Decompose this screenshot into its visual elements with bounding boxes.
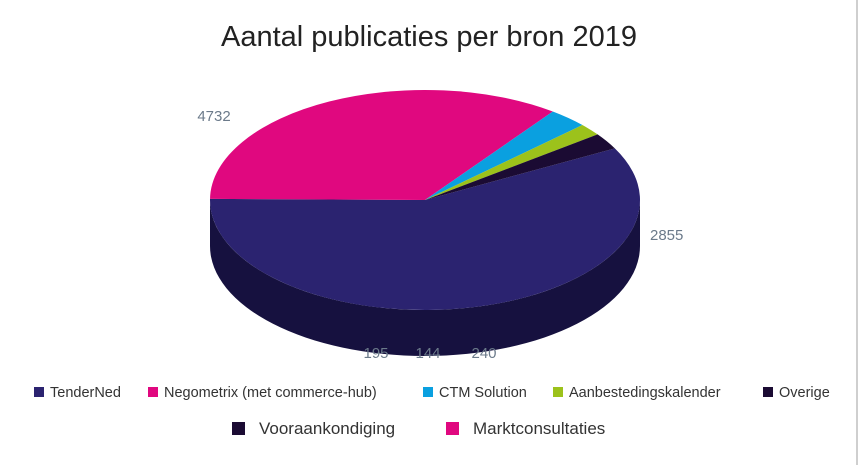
legend-label: TenderNed [50, 385, 121, 401]
legend: TenderNed Negometrix (met commerce-hub) CT… [34, 385, 830, 401]
legend-label: CTM Solution [439, 385, 527, 401]
pie-chart: Aantal publicaties per bron 2019 4732 285… [34, 21, 830, 401]
chart-title: Aantal publicaties per bron 2019 [221, 21, 637, 53]
legend-swatch [232, 422, 245, 435]
legend-swatch [34, 387, 44, 397]
pie-slice-side [210, 200, 640, 356]
secondary-legend-item: Marktconsultaties [446, 420, 605, 439]
secondary-legend-label: Marktconsultaties [473, 420, 606, 438]
pie-slice [209, 148, 641, 311]
legend-label: Overige [779, 385, 830, 401]
frame-border [856, 0, 858, 465]
pie-sides [210, 200, 640, 356]
legend-swatch [446, 422, 459, 435]
data-label: 144 [415, 345, 440, 362]
secondary-legend-label: Vooraankondiging [259, 420, 396, 438]
data-label: 4732 [197, 108, 230, 125]
pie-slice [210, 90, 553, 200]
chart-area: Aantal publicaties per bron 2019 4732 285… [34, 21, 830, 401]
pie-labels: 4732 2855 240 144 195 [197, 108, 683, 362]
secondary-legend-item: Vooraankondiging [232, 420, 395, 439]
pie-slice [425, 134, 615, 200]
data-label: 240 [471, 345, 496, 362]
legend-swatch [553, 387, 563, 397]
legend-label: Negometrix (met commerce-hub) [164, 385, 377, 401]
legend-swatch [423, 387, 433, 397]
legend-swatch [763, 387, 773, 397]
pie-tops [209, 90, 641, 311]
data-label: 2855 [650, 227, 683, 244]
legend-label: Aanbestedingskalender [569, 385, 721, 401]
pie-slice [425, 125, 598, 200]
legend-swatch [148, 387, 158, 397]
secondary-legend: Vooraankondiging Marktconsultaties [0, 420, 858, 465]
pie-slice [425, 111, 583, 200]
data-label: 195 [363, 345, 388, 362]
